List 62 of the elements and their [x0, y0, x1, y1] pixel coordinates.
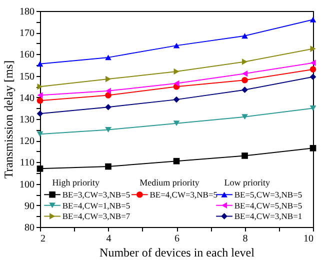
point: [242, 33, 248, 39]
point: [174, 80, 180, 87]
legend-label: BE=3,CW=3,NB=5: [62, 190, 130, 200]
legend-label: BE=4,CW=1,NB=5: [62, 200, 130, 210]
y-tick-label: 180: [20, 6, 34, 18]
point: [173, 120, 180, 126]
point: [174, 68, 180, 75]
point: [173, 158, 180, 164]
legend-label: BE=5,CW=3,NB=5: [234, 190, 302, 200]
point: [106, 88, 111, 94]
point: [36, 110, 44, 117]
legend-label: BE=4,CW=3,NB=1: [234, 211, 302, 222]
legend-label: BE=4,CW=3,NB=7: [62, 211, 130, 222]
y-tick-label: 140: [20, 92, 34, 104]
legend-label: BE=4,CW=5,NB=5: [234, 200, 302, 210]
y-tick-label: 150: [20, 71, 34, 82]
annotation: Medium priority: [140, 178, 200, 188]
point: [36, 97, 44, 104]
y-tick-label: 170: [20, 28, 34, 40]
annotation: Low priority: [224, 178, 271, 188]
point: [310, 60, 316, 66]
point: [310, 16, 316, 22]
point: [105, 92, 112, 98]
point: [37, 83, 43, 90]
point: [173, 42, 180, 48]
point: [37, 92, 43, 98]
point: [105, 163, 112, 170]
point: [36, 61, 44, 67]
y-tick-label: 120: [20, 136, 34, 148]
x-tick-label: 4: [106, 234, 112, 244]
x-axis-title: Number of devices in each level: [100, 246, 256, 260]
x-tick-label: 6: [174, 234, 180, 244]
y-tick-label: 90: [24, 200, 34, 212]
point: [105, 127, 112, 133]
x-tick-label: 2: [40, 234, 46, 244]
y-tick-label: 160: [20, 50, 34, 61]
y-tick-label: 130: [20, 114, 34, 126]
x-tick-label: 10: [304, 234, 314, 244]
point: [310, 105, 316, 111]
point: [173, 96, 180, 103]
point: [242, 86, 248, 93]
y-axis-title: Transmission delay [ms]: [2, 60, 16, 179]
x-tick-label: 8: [242, 234, 248, 244]
point: [242, 152, 248, 159]
point: [242, 70, 248, 77]
point: [310, 66, 316, 72]
legend-label: BE=4,CW=3,NB=5: [150, 190, 218, 200]
point: [310, 46, 316, 52]
y-tick-label: 110: [20, 158, 34, 169]
point: [106, 76, 111, 82]
point: [105, 54, 112, 60]
point: [242, 58, 248, 65]
point: [242, 114, 248, 120]
point: [105, 104, 112, 110]
point: [36, 166, 44, 172]
point: [310, 145, 316, 152]
point: [242, 76, 248, 84]
point: [310, 74, 316, 80]
y-tick-label: 100: [20, 179, 34, 190]
y-tick-label: 80: [24, 222, 34, 234]
annotation: High priority: [52, 178, 100, 188]
point: [36, 131, 44, 137]
